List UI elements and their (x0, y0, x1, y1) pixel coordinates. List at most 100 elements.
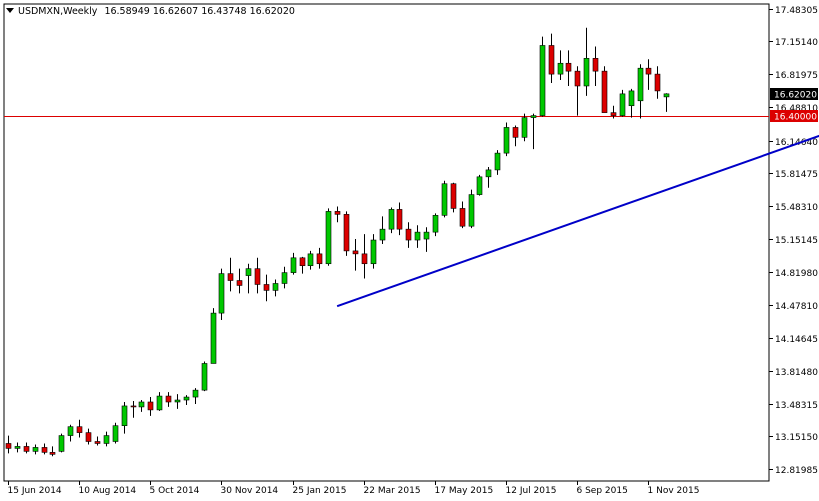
current-price-tag-bg (770, 88, 818, 100)
symbol-name: USDMXN,Weekly (18, 6, 98, 17)
y-tick-label: 14.14645 (775, 335, 818, 345)
candle-body-bull (485, 169, 492, 178)
candle-body-bear (227, 273, 234, 281)
candle-body-bull (521, 117, 528, 138)
x-tick-label: 6 Sep 2015 (577, 486, 628, 496)
candle-body-bull (379, 228, 386, 241)
candle-body-bull (583, 58, 590, 87)
candle-body-bull (468, 194, 475, 227)
candle-body-bear (548, 45, 555, 75)
x-tick-label: 10 Aug 2014 (79, 486, 137, 496)
candle-body-bear (23, 446, 30, 452)
candle-body-bear (343, 214, 350, 252)
candle-body-bear (263, 284, 270, 291)
candle-body-bear (94, 441, 101, 444)
candle-body-bull (432, 215, 439, 233)
candle-body-bear (574, 70, 581, 87)
y-tick-label: 13.15150 (775, 433, 818, 443)
candle-body-bear (396, 209, 403, 230)
candle-body-bear (316, 253, 323, 265)
hline-price-tag: 16.40000 (774, 113, 817, 123)
y-tick-label: 16.81975 (775, 71, 818, 81)
candle-body-bear (49, 452, 56, 455)
ohlc-close: 16.62020 (249, 6, 295, 17)
candle-body-bull (138, 401, 145, 408)
candle-body-bull (245, 268, 252, 276)
candle-body-bull (539, 45, 546, 116)
candle-body-bull (370, 239, 377, 265)
y-tick-label: 13.81480 (775, 368, 818, 378)
candle-body-bull (103, 435, 110, 444)
candle-body-bear (299, 257, 306, 267)
candle-body-bull (290, 257, 297, 273)
y-tick-label: 15.48310 (775, 203, 818, 213)
candle-body-bear (352, 250, 359, 255)
candle-body-bear (565, 62, 572, 72)
y-tick-label: 12.81985 (775, 466, 818, 476)
candle-body-bull (325, 211, 332, 265)
candle-body-bull (423, 231, 430, 240)
hline-price-tag-bg (770, 110, 818, 122)
x-tick-label: 25 Jan 2015 (293, 486, 347, 496)
candle-body-bull (307, 253, 314, 267)
candle-body-bear (459, 208, 466, 227)
candle-body-bull (281, 272, 288, 284)
candle-body-bull (272, 283, 279, 291)
y-tick-label: 15.81475 (775, 170, 818, 180)
candle-body-bull (210, 312, 217, 364)
candle-body-bull (494, 152, 501, 171)
candle-body-bull (67, 426, 74, 436)
y-tick-label: 17.15140 (775, 38, 818, 48)
candle-body-bear (592, 58, 599, 72)
y-tick-label: 13.48315 (775, 401, 818, 411)
x-tick-label: 5 Oct 2014 (150, 486, 200, 496)
ohlc-open: 16.58949 (104, 6, 150, 17)
candle-body-bull (637, 67, 644, 102)
candle-body-bull (441, 183, 448, 216)
candle-body-bear (236, 280, 243, 286)
candle-body-bull (183, 396, 190, 401)
candle-body-bull (628, 90, 635, 107)
y-tick-label: 16.48810 (775, 104, 818, 114)
candle-body-bear (405, 228, 412, 241)
candle-body-bull (503, 127, 510, 154)
ohlc-high: 16.62607 (152, 6, 199, 17)
candle-body-bull (388, 209, 395, 230)
down-triangle-icon[interactable] (6, 8, 14, 13)
candle-body-bear (512, 127, 519, 138)
candle-body-bear (147, 401, 154, 411)
candle-body-bear (450, 183, 457, 209)
x-tick-label: 12 Jul 2015 (506, 486, 557, 496)
trendline[interactable] (336, 133, 819, 308)
candle-body-bull (530, 115, 537, 118)
x-tick-label: 15 Jun 2014 (8, 486, 62, 496)
plot-frame (3, 3, 770, 482)
ohlc-low: 16.43748 (201, 6, 247, 17)
candle-body-bull (112, 425, 119, 442)
candle-body-bear (334, 211, 341, 215)
candle-body-bull (663, 93, 670, 98)
candle-body-bear (76, 426, 83, 433)
y-tick-label: 15.15145 (775, 236, 818, 246)
candle-body-bull (619, 93, 626, 116)
x-tick-label: 1 Nov 2015 (648, 486, 700, 496)
candle-body-bull (476, 176, 483, 195)
candle-body-bear (165, 395, 172, 403)
y-tick-label: 14.47810 (775, 302, 818, 312)
candle-body-bear (254, 268, 261, 285)
candle-body-bull (414, 231, 421, 241)
x-tick-label: 17 May 2015 (435, 486, 494, 496)
candle-body-bull (121, 405, 128, 426)
candle-body-bull (174, 399, 181, 403)
y-tick-label: 17.48305 (775, 6, 818, 16)
candle-body-bull (156, 395, 163, 411)
candle-body-bear (130, 405, 137, 408)
candle-body-bull (201, 363, 208, 391)
candle-body-bull (218, 273, 225, 314)
symbol-header: USDMXN,Weekly 16.58949 16.62607 16.43748… (6, 6, 295, 17)
candle-body-bear (5, 443, 12, 449)
candle-body-bull (192, 389, 199, 398)
candle-body-bull (32, 447, 39, 452)
